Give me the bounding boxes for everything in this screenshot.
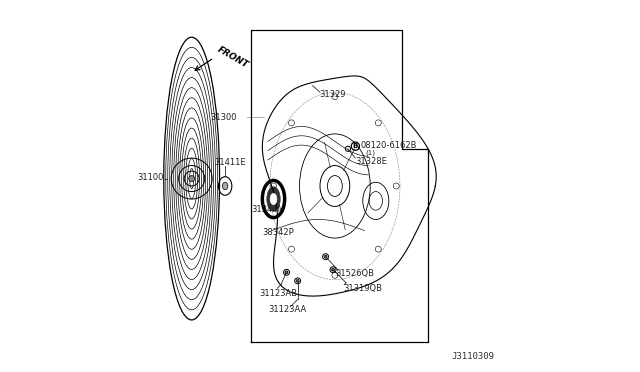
Text: 31526QB: 31526QB — [335, 269, 374, 278]
Ellipse shape — [223, 182, 228, 190]
Text: B: B — [353, 143, 358, 149]
Text: 31123AA: 31123AA — [268, 305, 306, 314]
Text: J3110309: J3110309 — [452, 352, 495, 361]
Ellipse shape — [267, 187, 280, 211]
Text: (1): (1) — [365, 149, 376, 156]
Circle shape — [332, 268, 335, 271]
Text: 08120-6162B: 08120-6162B — [360, 141, 417, 150]
Text: 31123AB: 31123AB — [259, 289, 297, 298]
Text: 31411E: 31411E — [214, 158, 246, 167]
Text: 31319QB: 31319QB — [344, 284, 383, 293]
Text: 31329: 31329 — [319, 90, 346, 99]
Text: 31344M: 31344M — [251, 205, 285, 214]
Text: 31100: 31100 — [138, 173, 164, 182]
Circle shape — [285, 271, 288, 274]
Text: FRONT: FRONT — [216, 45, 250, 70]
Text: 38342P: 38342P — [262, 228, 294, 237]
Text: 31300: 31300 — [211, 113, 237, 122]
Circle shape — [296, 279, 299, 282]
Text: 31328E: 31328E — [355, 157, 387, 166]
Circle shape — [189, 176, 195, 182]
Ellipse shape — [270, 193, 277, 205]
Circle shape — [324, 255, 327, 258]
